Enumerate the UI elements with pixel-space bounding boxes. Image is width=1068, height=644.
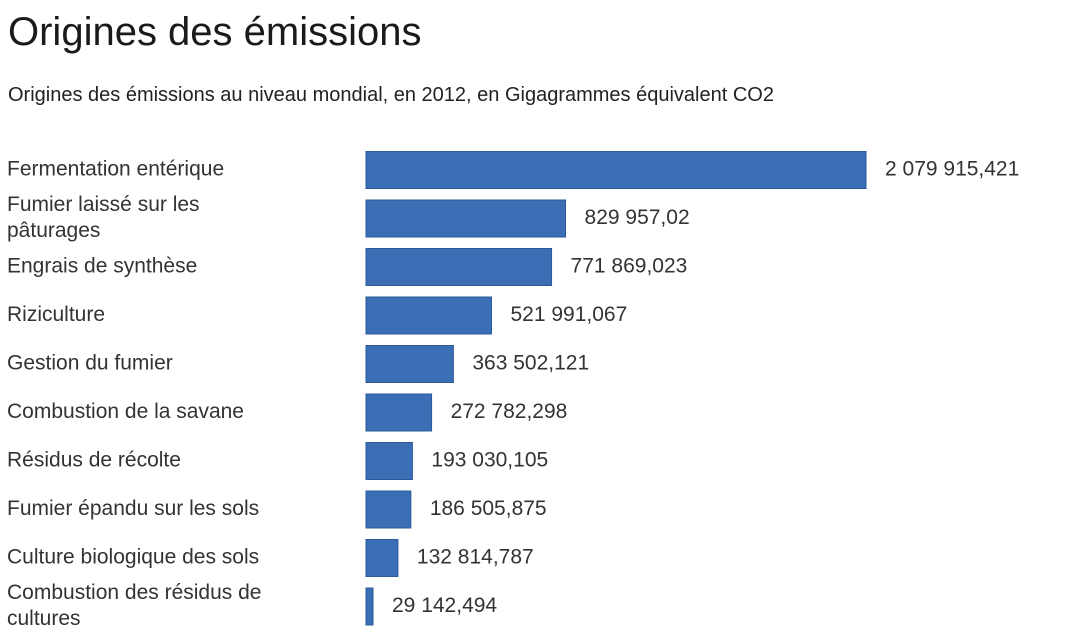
value-label: 272 782,298 [451,400,568,423]
category-label: Combustion de la savane [7,400,244,423]
bar[interactable] [365,442,413,480]
bar[interactable] [365,539,399,577]
bar-chart: Fermentation entérique 2 079 915,421 Fumie… [7,151,1019,630]
bar[interactable] [365,248,553,286]
page-title: Origines des émissions [8,10,422,54]
bar[interactable] [365,393,433,432]
category-label: Engrais de synthèse [7,255,197,278]
value-label: 2 079 915,421 [885,158,1019,181]
value-label: 186 505,875 [430,497,547,520]
bar[interactable] [365,151,867,189]
bar[interactable] [365,296,492,335]
category-label: Fumier laissé sur les pâturages [7,193,200,242]
category-label: Culture biologique des sols [7,546,259,569]
category-label: Résidus de récolte [7,449,181,472]
category-label: Gestion du fumier [7,352,173,375]
category-label: Combustion des résidus de cultures [7,581,261,630]
bar[interactable] [365,587,374,626]
bar[interactable] [365,345,454,383]
category-label: Fermentation entérique [7,158,224,181]
category-label: Riziculture [7,303,105,326]
bar[interactable] [365,199,567,238]
bar[interactable] [365,490,412,529]
value-label: 363 502,121 [472,352,589,375]
value-label: 521 991,067 [510,303,627,326]
value-label: 29 142,494 [392,594,497,617]
page-subtitle: Origines des émissions au niveau mondial… [8,84,774,106]
value-label: 193 030,105 [431,449,548,472]
value-label: 771 869,023 [571,255,688,278]
value-label: 829 957,02 [585,206,690,229]
category-label: Fumier épandu sur les sols [7,497,259,520]
value-label: 132 814,787 [417,546,534,569]
